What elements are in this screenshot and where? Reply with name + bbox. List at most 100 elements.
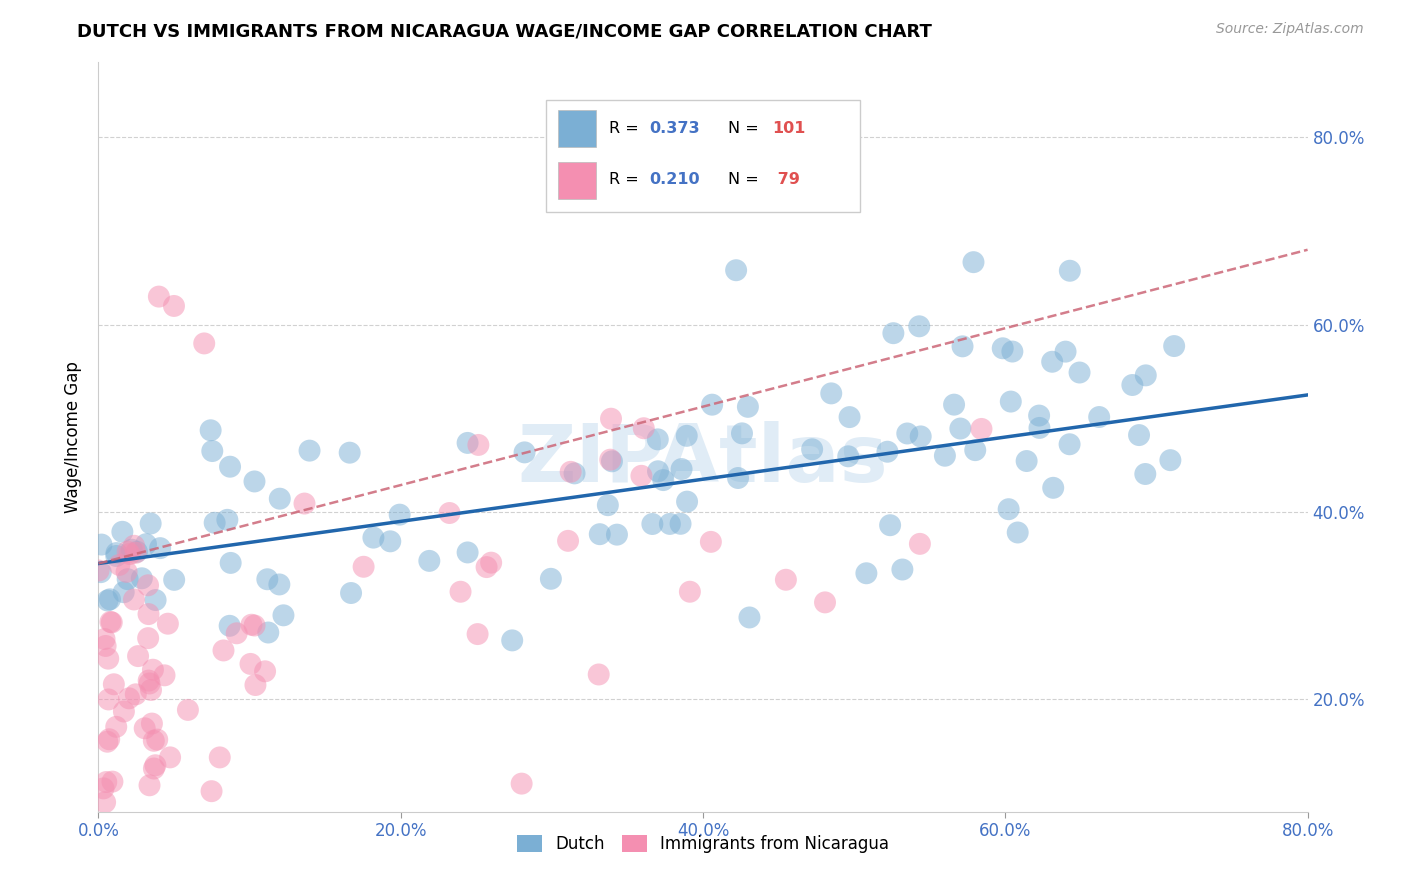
Point xyxy=(896,426,918,441)
Point xyxy=(294,497,316,511)
Point xyxy=(105,546,128,560)
Point xyxy=(90,565,112,579)
Point xyxy=(731,426,754,441)
Point xyxy=(156,616,179,631)
Point xyxy=(467,627,489,641)
Point xyxy=(647,433,669,447)
Point xyxy=(838,410,860,425)
Point xyxy=(118,691,141,706)
Point xyxy=(108,558,131,572)
Point xyxy=(254,665,277,679)
Point xyxy=(138,607,160,621)
Point xyxy=(1059,437,1081,451)
Point xyxy=(127,649,149,664)
Point xyxy=(243,475,266,489)
Point xyxy=(112,585,135,599)
Point xyxy=(138,676,160,690)
Point xyxy=(658,516,681,531)
Point xyxy=(380,534,402,549)
Point xyxy=(475,560,498,574)
Point xyxy=(217,513,239,527)
Point xyxy=(540,572,562,586)
Point xyxy=(560,465,582,479)
Point xyxy=(564,467,586,481)
Point xyxy=(103,677,125,691)
Point xyxy=(479,556,502,570)
Point xyxy=(145,758,167,772)
Point xyxy=(962,255,984,269)
Point xyxy=(1121,378,1143,392)
Point xyxy=(820,386,842,401)
Point xyxy=(257,625,280,640)
Point xyxy=(600,454,623,468)
Point xyxy=(467,438,489,452)
Point xyxy=(457,545,479,559)
Point xyxy=(105,720,128,734)
Point xyxy=(814,595,837,609)
Point xyxy=(96,593,118,607)
Point xyxy=(240,617,263,632)
Point xyxy=(1007,525,1029,540)
Point xyxy=(225,626,247,640)
Point xyxy=(243,618,266,632)
Point xyxy=(136,578,159,592)
Point xyxy=(139,682,162,697)
Point xyxy=(93,781,115,796)
Point xyxy=(94,795,117,809)
Point xyxy=(952,339,974,353)
Point xyxy=(991,341,1014,355)
Point xyxy=(1128,428,1150,442)
Point xyxy=(121,542,143,557)
Point xyxy=(1000,394,1022,409)
Point xyxy=(965,443,987,458)
Point xyxy=(141,716,163,731)
Point xyxy=(513,445,536,459)
Point xyxy=(700,534,723,549)
Point xyxy=(142,762,165,776)
Point xyxy=(159,750,181,764)
Point xyxy=(117,545,139,559)
Point xyxy=(737,400,759,414)
Point xyxy=(606,527,628,541)
Point xyxy=(775,573,797,587)
Point xyxy=(589,527,612,541)
Point xyxy=(457,436,479,450)
Point xyxy=(163,299,186,313)
Point xyxy=(1015,454,1038,468)
Point xyxy=(801,442,824,457)
Text: DUTCH VS IMMIGRANTS FROM NICARAGUA WAGE/INCOME GAP CORRELATION CHART: DUTCH VS IMMIGRANTS FROM NICARAGUA WAGE/… xyxy=(77,22,932,40)
Point xyxy=(647,464,669,478)
Point xyxy=(837,450,859,464)
Point xyxy=(97,651,120,665)
Point xyxy=(118,547,141,561)
Point xyxy=(111,524,134,539)
Point xyxy=(908,319,931,334)
Point xyxy=(269,491,291,506)
Point xyxy=(702,398,724,412)
Point xyxy=(97,692,120,706)
Point xyxy=(94,639,117,653)
Point xyxy=(596,498,619,512)
Point xyxy=(633,421,655,435)
Point xyxy=(117,572,139,586)
Point xyxy=(239,657,262,671)
Point xyxy=(245,678,267,692)
Point xyxy=(96,735,118,749)
Point xyxy=(98,732,121,747)
Point xyxy=(340,586,363,600)
Point xyxy=(600,411,623,425)
Point xyxy=(510,776,533,791)
Point xyxy=(910,429,932,443)
Point xyxy=(200,784,222,798)
Point xyxy=(1001,344,1024,359)
Point xyxy=(93,632,115,646)
Point xyxy=(908,537,931,551)
Point xyxy=(671,462,693,476)
Point xyxy=(218,619,240,633)
Point xyxy=(641,516,664,531)
Point xyxy=(148,289,170,303)
Point xyxy=(557,533,579,548)
Point xyxy=(876,444,898,458)
Point xyxy=(669,516,692,531)
Point xyxy=(1059,264,1081,278)
